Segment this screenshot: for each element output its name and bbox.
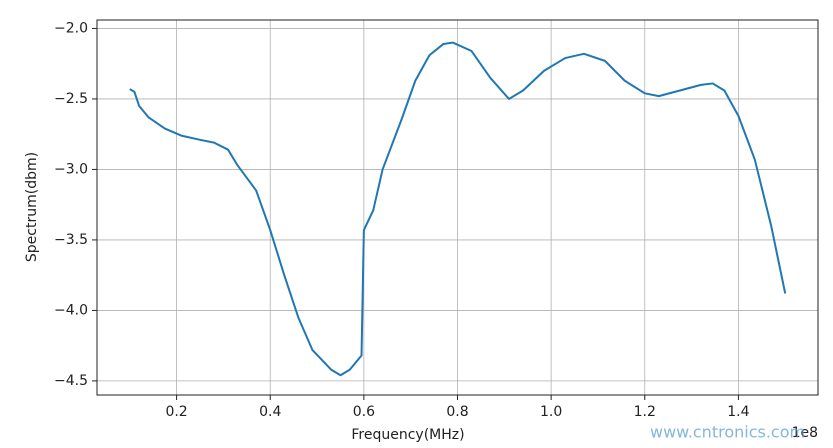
x-axis-label: Frequency(MHz) [351,427,464,443]
y-tick-label: −2.5 [54,91,88,107]
y-tick-label: −3.5 [54,232,88,248]
x-offset-label: 1e8 [792,425,818,441]
y-tick-label: −2.0 [54,20,88,36]
x-tick-label: 0.6 [353,404,375,420]
y-tick-label: −4.5 [54,373,88,389]
x-tick-label: 1.2 [634,404,656,420]
y-tick-label: −3.0 [54,161,88,177]
x-tick-label: 0.2 [165,404,187,420]
plot-frame [96,19,819,396]
x-tick-label: 0.8 [446,404,468,420]
watermark: www.cntronics.com [650,423,805,442]
line [129,41,787,377]
x-tick-label: 0.4 [259,404,281,420]
y-tick-label: −4.0 [54,302,88,318]
x-tick-label: 1.0 [540,404,562,420]
x-tick-label: 1.4 [727,404,749,420]
y-axis-label: Spectrum(dbm) [24,152,40,262]
